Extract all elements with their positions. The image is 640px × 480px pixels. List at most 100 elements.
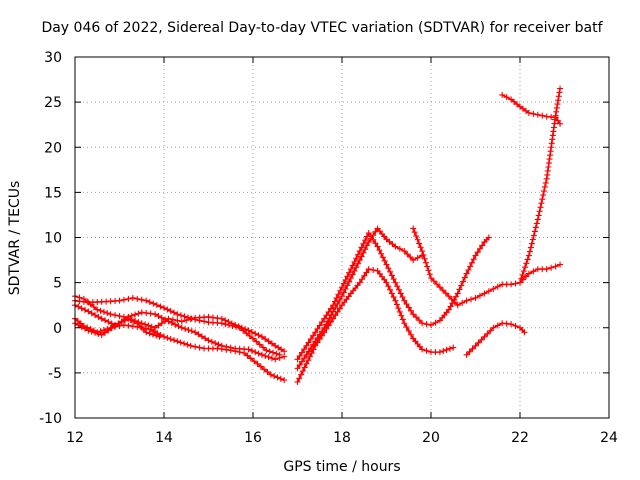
data-point bbox=[439, 287, 446, 294]
data-point bbox=[232, 348, 239, 355]
data-point bbox=[120, 296, 127, 303]
data-point bbox=[255, 332, 262, 339]
data-point bbox=[129, 323, 136, 330]
data-point bbox=[214, 345, 221, 352]
data-point bbox=[102, 329, 109, 336]
data-point bbox=[225, 318, 232, 325]
data-point bbox=[472, 252, 479, 259]
data-point bbox=[395, 305, 402, 312]
data-point bbox=[547, 152, 554, 159]
data-point bbox=[321, 315, 328, 322]
data-point bbox=[198, 333, 205, 340]
data-point bbox=[150, 328, 157, 335]
data-point bbox=[360, 240, 367, 247]
data-point bbox=[512, 322, 519, 329]
data-point bbox=[328, 311, 335, 318]
data-point bbox=[153, 302, 160, 309]
data-point bbox=[146, 330, 153, 337]
data-point bbox=[463, 270, 470, 277]
data-point bbox=[316, 331, 323, 338]
data-point bbox=[258, 351, 265, 358]
data-point bbox=[174, 338, 181, 345]
data-point bbox=[446, 345, 453, 352]
data-point bbox=[407, 331, 414, 338]
data-point bbox=[340, 280, 347, 287]
data-point bbox=[158, 314, 165, 321]
series-track-l bbox=[517, 85, 564, 286]
data-point bbox=[167, 336, 174, 343]
data-point bbox=[395, 286, 402, 293]
data-point bbox=[122, 316, 129, 323]
x-axis-label: GPS time / hours bbox=[283, 459, 400, 475]
data-point bbox=[310, 341, 317, 348]
data-point bbox=[548, 144, 555, 151]
data-point bbox=[161, 333, 167, 340]
y-tick-label: 0 bbox=[53, 321, 62, 337]
data-point bbox=[301, 355, 308, 362]
data-point bbox=[363, 242, 370, 249]
data-point bbox=[422, 259, 429, 266]
data-point bbox=[138, 296, 145, 303]
data-point bbox=[372, 228, 379, 235]
data-point bbox=[161, 304, 167, 311]
data-point bbox=[432, 319, 439, 326]
data-point bbox=[247, 355, 254, 362]
x-tick-label: 20 bbox=[422, 430, 440, 446]
data-point bbox=[112, 312, 119, 319]
data-point bbox=[347, 266, 354, 273]
data-point bbox=[349, 271, 356, 278]
data-point bbox=[252, 349, 259, 356]
data-point bbox=[107, 311, 114, 318]
data-point bbox=[134, 295, 141, 302]
data-point bbox=[84, 298, 91, 305]
data-point bbox=[265, 354, 272, 361]
data-point bbox=[246, 332, 253, 339]
data-point bbox=[244, 352, 251, 359]
data-point bbox=[365, 229, 372, 236]
data-point bbox=[306, 353, 313, 360]
data-point bbox=[379, 254, 386, 261]
data-point bbox=[268, 340, 275, 347]
data-point bbox=[274, 374, 281, 381]
data-point bbox=[143, 325, 150, 332]
data-point bbox=[383, 261, 390, 268]
data-point bbox=[433, 281, 440, 288]
data-point bbox=[413, 314, 420, 321]
data-point bbox=[481, 290, 488, 297]
data-point bbox=[75, 303, 82, 310]
data-point bbox=[367, 235, 374, 242]
data-point bbox=[294, 356, 301, 363]
data-point bbox=[385, 265, 392, 272]
data-point bbox=[476, 245, 483, 252]
data-point bbox=[172, 321, 179, 328]
data-point bbox=[484, 330, 491, 337]
data-point bbox=[167, 308, 174, 315]
data-point bbox=[390, 294, 397, 301]
data-point bbox=[548, 264, 555, 271]
y-tick-label: 10 bbox=[44, 231, 62, 247]
y-tick-label: -5 bbox=[48, 366, 62, 382]
data-point bbox=[82, 306, 89, 313]
data-point bbox=[254, 360, 261, 367]
data-point bbox=[401, 248, 408, 255]
data-point bbox=[174, 311, 181, 318]
data-point bbox=[451, 299, 458, 306]
data-point bbox=[392, 279, 399, 286]
data-point bbox=[490, 324, 497, 331]
x-tick-label: 14 bbox=[155, 430, 173, 446]
data-point bbox=[340, 289, 347, 296]
data-point bbox=[425, 267, 432, 274]
data-point bbox=[469, 345, 476, 352]
data-point bbox=[359, 276, 366, 283]
data-point bbox=[416, 240, 423, 247]
data-point bbox=[154, 330, 161, 337]
data-point bbox=[305, 348, 312, 355]
data-point bbox=[549, 132, 556, 139]
data-point bbox=[472, 342, 479, 349]
data-point bbox=[183, 317, 190, 324]
data-point bbox=[256, 341, 263, 348]
x-tick-label: 16 bbox=[244, 430, 262, 446]
data-point bbox=[552, 116, 559, 123]
data-point bbox=[330, 315, 337, 322]
data-point bbox=[333, 294, 340, 301]
